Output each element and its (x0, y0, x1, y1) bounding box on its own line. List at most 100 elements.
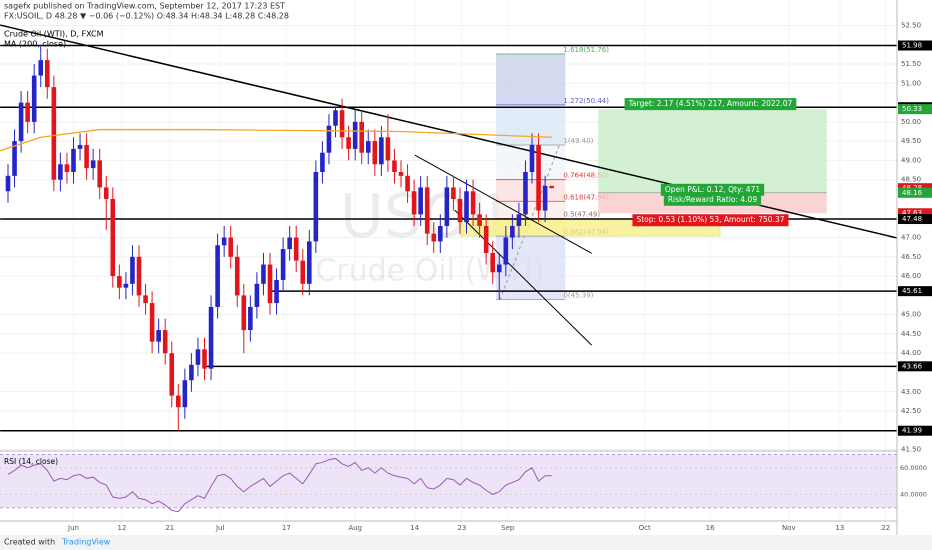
x-tick-label: Jun (67, 524, 79, 532)
price-label: 45.61 (902, 287, 922, 295)
candle-body (411, 191, 417, 215)
candle-body (149, 303, 155, 342)
fib-label: 0.764(48.50) (563, 172, 609, 180)
y-tick-label: 42.50 (901, 407, 921, 415)
rsi-line (7, 457, 552, 513)
x-tick-label: 22 (881, 524, 890, 532)
candle-body (189, 364, 194, 381)
candle-body (195, 349, 201, 365)
candle-body (359, 121, 365, 153)
candle-body (267, 264, 273, 304)
fib-diagonal (499, 144, 560, 300)
candle-body (136, 256, 142, 296)
fib-label: 1.618(51.76) (563, 46, 609, 54)
candle-body (549, 185, 554, 189)
fib-label: 1.272(50.44) (563, 97, 609, 105)
candle-body (385, 137, 391, 161)
candle-body (326, 125, 332, 153)
symbol-line: FX:USOIL, D 48.28 ▼ −0.06 (−0.12%) O:48.… (4, 12, 289, 21)
candle-body (215, 245, 220, 307)
x-tick-label: Aug (348, 524, 362, 532)
candle-body (496, 264, 502, 273)
fib-label: 0(45.39) (563, 292, 593, 300)
candle-body (117, 276, 122, 288)
y-tick-label: 44.00 (901, 349, 921, 357)
price-label-box (898, 286, 932, 297)
x-tick-label: Sep (501, 524, 515, 532)
candle-body (169, 353, 175, 396)
candle-body (536, 144, 541, 211)
price-label: 50.33 (902, 105, 922, 113)
y-tick-label: 51.00 (901, 79, 921, 87)
candle-body (254, 283, 260, 307)
price-label: 51.98 (902, 42, 922, 50)
price-label-box (898, 187, 932, 198)
y-tick-label: 49.50 (901, 137, 921, 145)
x-tick-label: 21 (165, 524, 174, 532)
candle-body (444, 187, 450, 226)
fib-label: 0.618(47.94) (563, 193, 609, 201)
y-tick-label: 44.50 (901, 330, 921, 338)
x-tick-label: 16 (706, 524, 715, 532)
position-label: Open P&L: 0.12, Qty: 471 (665, 185, 761, 194)
footer-created: Created with (4, 538, 55, 547)
x-tick-label: 23 (457, 524, 466, 532)
y-tick-label: 46.50 (901, 253, 921, 261)
candle-body (470, 191, 476, 215)
footer-brand: TradingView (61, 538, 111, 547)
candle-body (320, 152, 325, 172)
candle-body (221, 237, 227, 246)
rsi-tick-label: 60.0000 (900, 464, 927, 472)
price-label-box (898, 425, 932, 436)
candle-body (405, 175, 410, 192)
candle-body (483, 225, 489, 253)
candle-body (51, 87, 57, 180)
y-tick-label: 50.00 (901, 118, 921, 126)
candle-body (287, 237, 292, 250)
y-tick-label: 51.50 (901, 60, 921, 68)
fib-label: 1(49.40) (563, 137, 593, 145)
y-tick-label: 48.50 (901, 176, 921, 184)
y-tick-label: 52.50 (901, 21, 921, 29)
price-label: 47.63 (902, 209, 922, 217)
candle-body (58, 164, 63, 180)
candle-body (307, 241, 312, 284)
candle-body (182, 380, 188, 408)
fib-zone (495, 104, 566, 145)
price-label-box (898, 104, 932, 115)
x-tick-label: 13 (835, 524, 844, 532)
candle-body (346, 137, 351, 149)
position-label: Risk/Reward Ratio: 4.09 (668, 195, 757, 204)
candle-body (71, 148, 76, 172)
position-label-box (632, 214, 789, 227)
candle-body (18, 102, 24, 142)
candle-body (241, 295, 247, 331)
price-label-box (898, 361, 932, 372)
rsi-title: RSI (14, close) (4, 457, 58, 466)
candle-body (156, 330, 161, 342)
candle-body (333, 110, 338, 126)
position-label: Target: 2.17 (4.51%) 217, Amount: 2022.0… (628, 99, 793, 108)
candle-body (451, 187, 456, 199)
y-tick-label: 43.00 (901, 388, 921, 396)
price-label: 43.66 (902, 362, 923, 370)
candle-body (523, 171, 528, 215)
candle-body (175, 395, 181, 408)
position-label-box (663, 193, 762, 206)
candle-body (44, 60, 50, 88)
x-tick-label: Jul (215, 524, 225, 532)
candle-body (130, 256, 135, 284)
y-tick-label: 49.00 (901, 156, 921, 164)
rsi-band (0, 454, 897, 508)
ma-title: MA (200, close) (4, 40, 66, 49)
position-label-box (624, 98, 797, 111)
candle-body (516, 214, 522, 226)
candle-body (25, 102, 30, 122)
candle-body (392, 160, 397, 172)
candle-body (529, 144, 535, 172)
x-tick-label: 14 (410, 524, 419, 532)
position-label: Stop: 0.53 (1.10%) 53, Amount: 750.37 (636, 215, 784, 224)
candle-body (12, 141, 17, 176)
trendline (414, 154, 592, 254)
candle-body (64, 164, 70, 172)
